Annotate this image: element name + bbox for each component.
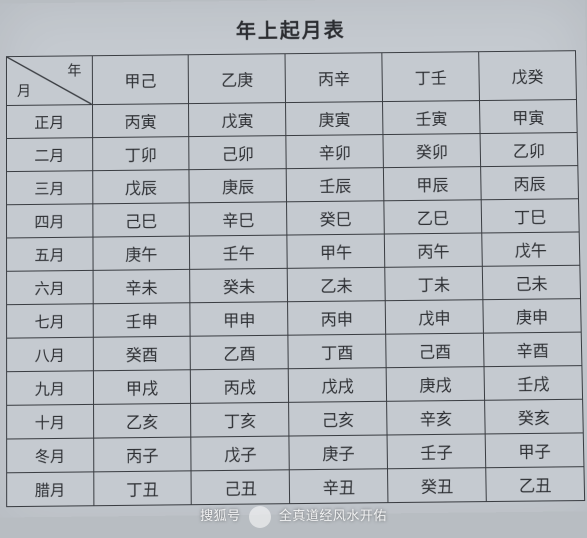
table-cell: 戊辰 [92, 170, 189, 204]
row-header-month: 腊月 [7, 472, 94, 507]
table-cell: 丙寅 [92, 104, 189, 138]
table-cell: 己酉 [386, 333, 484, 368]
table-cell: 辛卯 [286, 135, 383, 169]
table-cell: 壬子 [387, 434, 486, 469]
row-header-month: 三月 [7, 171, 93, 205]
table-cell: 甲辰 [384, 167, 482, 201]
table-cell: 甲申 [190, 302, 288, 336]
table-cell: 丙申 [288, 301, 386, 335]
diag-label-year: 年 [67, 60, 81, 80]
row-header-month: 二月 [7, 138, 93, 172]
table-cell: 癸亥 [485, 399, 584, 434]
table-cell: 辛巳 [190, 202, 288, 236]
table-cell: 乙丑 [486, 467, 585, 502]
table-cell: 庚戌 [386, 367, 484, 402]
table-cell: 乙未 [287, 267, 385, 301]
table-cell: 丙子 [93, 437, 191, 472]
table-cell: 庚午 [92, 236, 190, 270]
table-cell: 甲子 [485, 433, 584, 468]
table-cell: 辛亥 [387, 400, 485, 435]
table-cell: 庚子 [289, 435, 387, 470]
table-cell: 丁酉 [288, 334, 386, 369]
row-header-month: 五月 [7, 237, 93, 271]
table-cell: 乙巳 [384, 200, 482, 234]
table-cell: 乙酉 [190, 335, 288, 370]
table-cell: 辛丑 [290, 469, 389, 504]
row-header-month: 九月 [7, 371, 93, 406]
table-cell: 壬寅 [383, 101, 480, 135]
table-cell: 丙辰 [481, 166, 579, 200]
table-cell: 丁巳 [481, 199, 579, 233]
table-cell: 甲午 [287, 234, 385, 268]
row-header-month: 四月 [7, 204, 93, 238]
table-cell: 甲戌 [93, 370, 191, 405]
table-cell: 己未 [482, 265, 580, 299]
month-start-table: 年 月 甲己 乙庚 丙辛 丁壬 戊癸 正月丙寅戊寅庚寅壬寅甲寅二月丁卯己卯辛卯癸… [6, 50, 585, 507]
table-cell: 己卯 [189, 136, 286, 170]
table-cell: 戊申 [385, 300, 483, 334]
row-header-month: 十月 [7, 404, 94, 439]
table-cell: 戊寅 [189, 103, 286, 137]
col-header: 乙庚 [189, 54, 286, 104]
diag-label-month: 月 [17, 81, 31, 101]
table-cell: 乙卯 [480, 133, 578, 167]
table-cell: 庚寅 [286, 102, 383, 136]
table-cell: 丁未 [385, 266, 483, 300]
table-title: 年上起月表 [6, 3, 576, 56]
row-header-month: 冬月 [7, 438, 94, 473]
table-cell: 庚申 [483, 299, 581, 333]
table-cell: 丁丑 [93, 471, 191, 506]
header-row: 年 月 甲己 乙庚 丙辛 丁壬 戊癸 [6, 51, 576, 106]
table-cell: 庚辰 [189, 169, 286, 203]
col-header: 戊癸 [479, 51, 577, 101]
table-cell: 己丑 [191, 470, 289, 505]
table-cell: 癸丑 [388, 468, 487, 503]
table-cell: 乙亥 [93, 403, 191, 438]
table-cell: 癸巳 [287, 201, 385, 235]
table-cell: 辛未 [93, 269, 191, 303]
table-cell: 戊子 [191, 436, 289, 471]
table-cell: 丙戌 [191, 369, 289, 404]
col-header: 丙辛 [285, 53, 382, 103]
row-header-month: 正月 [6, 105, 92, 139]
table-cell: 壬戌 [484, 366, 583, 401]
table-cell: 丁亥 [191, 402, 289, 437]
col-header: 丁壬 [382, 52, 480, 102]
row-header-month: 六月 [7, 270, 93, 304]
table-cell: 壬午 [190, 235, 288, 269]
table-cell: 癸酉 [93, 336, 191, 371]
table-cell: 己亥 [289, 401, 387, 436]
table-row: 腊月丁丑己丑辛丑癸丑乙丑 [7, 467, 585, 507]
table-cell: 壬申 [93, 303, 191, 337]
header-diagonal-cell: 年 月 [6, 56, 92, 106]
table-cell: 辛酉 [484, 332, 582, 367]
table-cell: 丁卯 [92, 137, 189, 171]
table-cell: 癸卯 [383, 134, 481, 168]
table-cell: 戊戌 [289, 368, 387, 403]
page-scan: 年上起月表 年 月 甲己 乙庚 丙辛 丁壬 戊癸 正月丙寅戊寅 [0, 0, 587, 518]
table-cell: 戊午 [482, 232, 580, 266]
table-cell: 丙午 [384, 233, 482, 267]
row-header-month: 七月 [7, 304, 93, 338]
row-header-month: 八月 [7, 337, 93, 371]
table-cell: 己巳 [92, 203, 189, 237]
col-header: 甲己 [92, 55, 189, 105]
table-cell: 癸未 [190, 268, 288, 302]
table-cell: 壬辰 [286, 168, 384, 202]
table-cell: 甲寅 [480, 100, 578, 134]
